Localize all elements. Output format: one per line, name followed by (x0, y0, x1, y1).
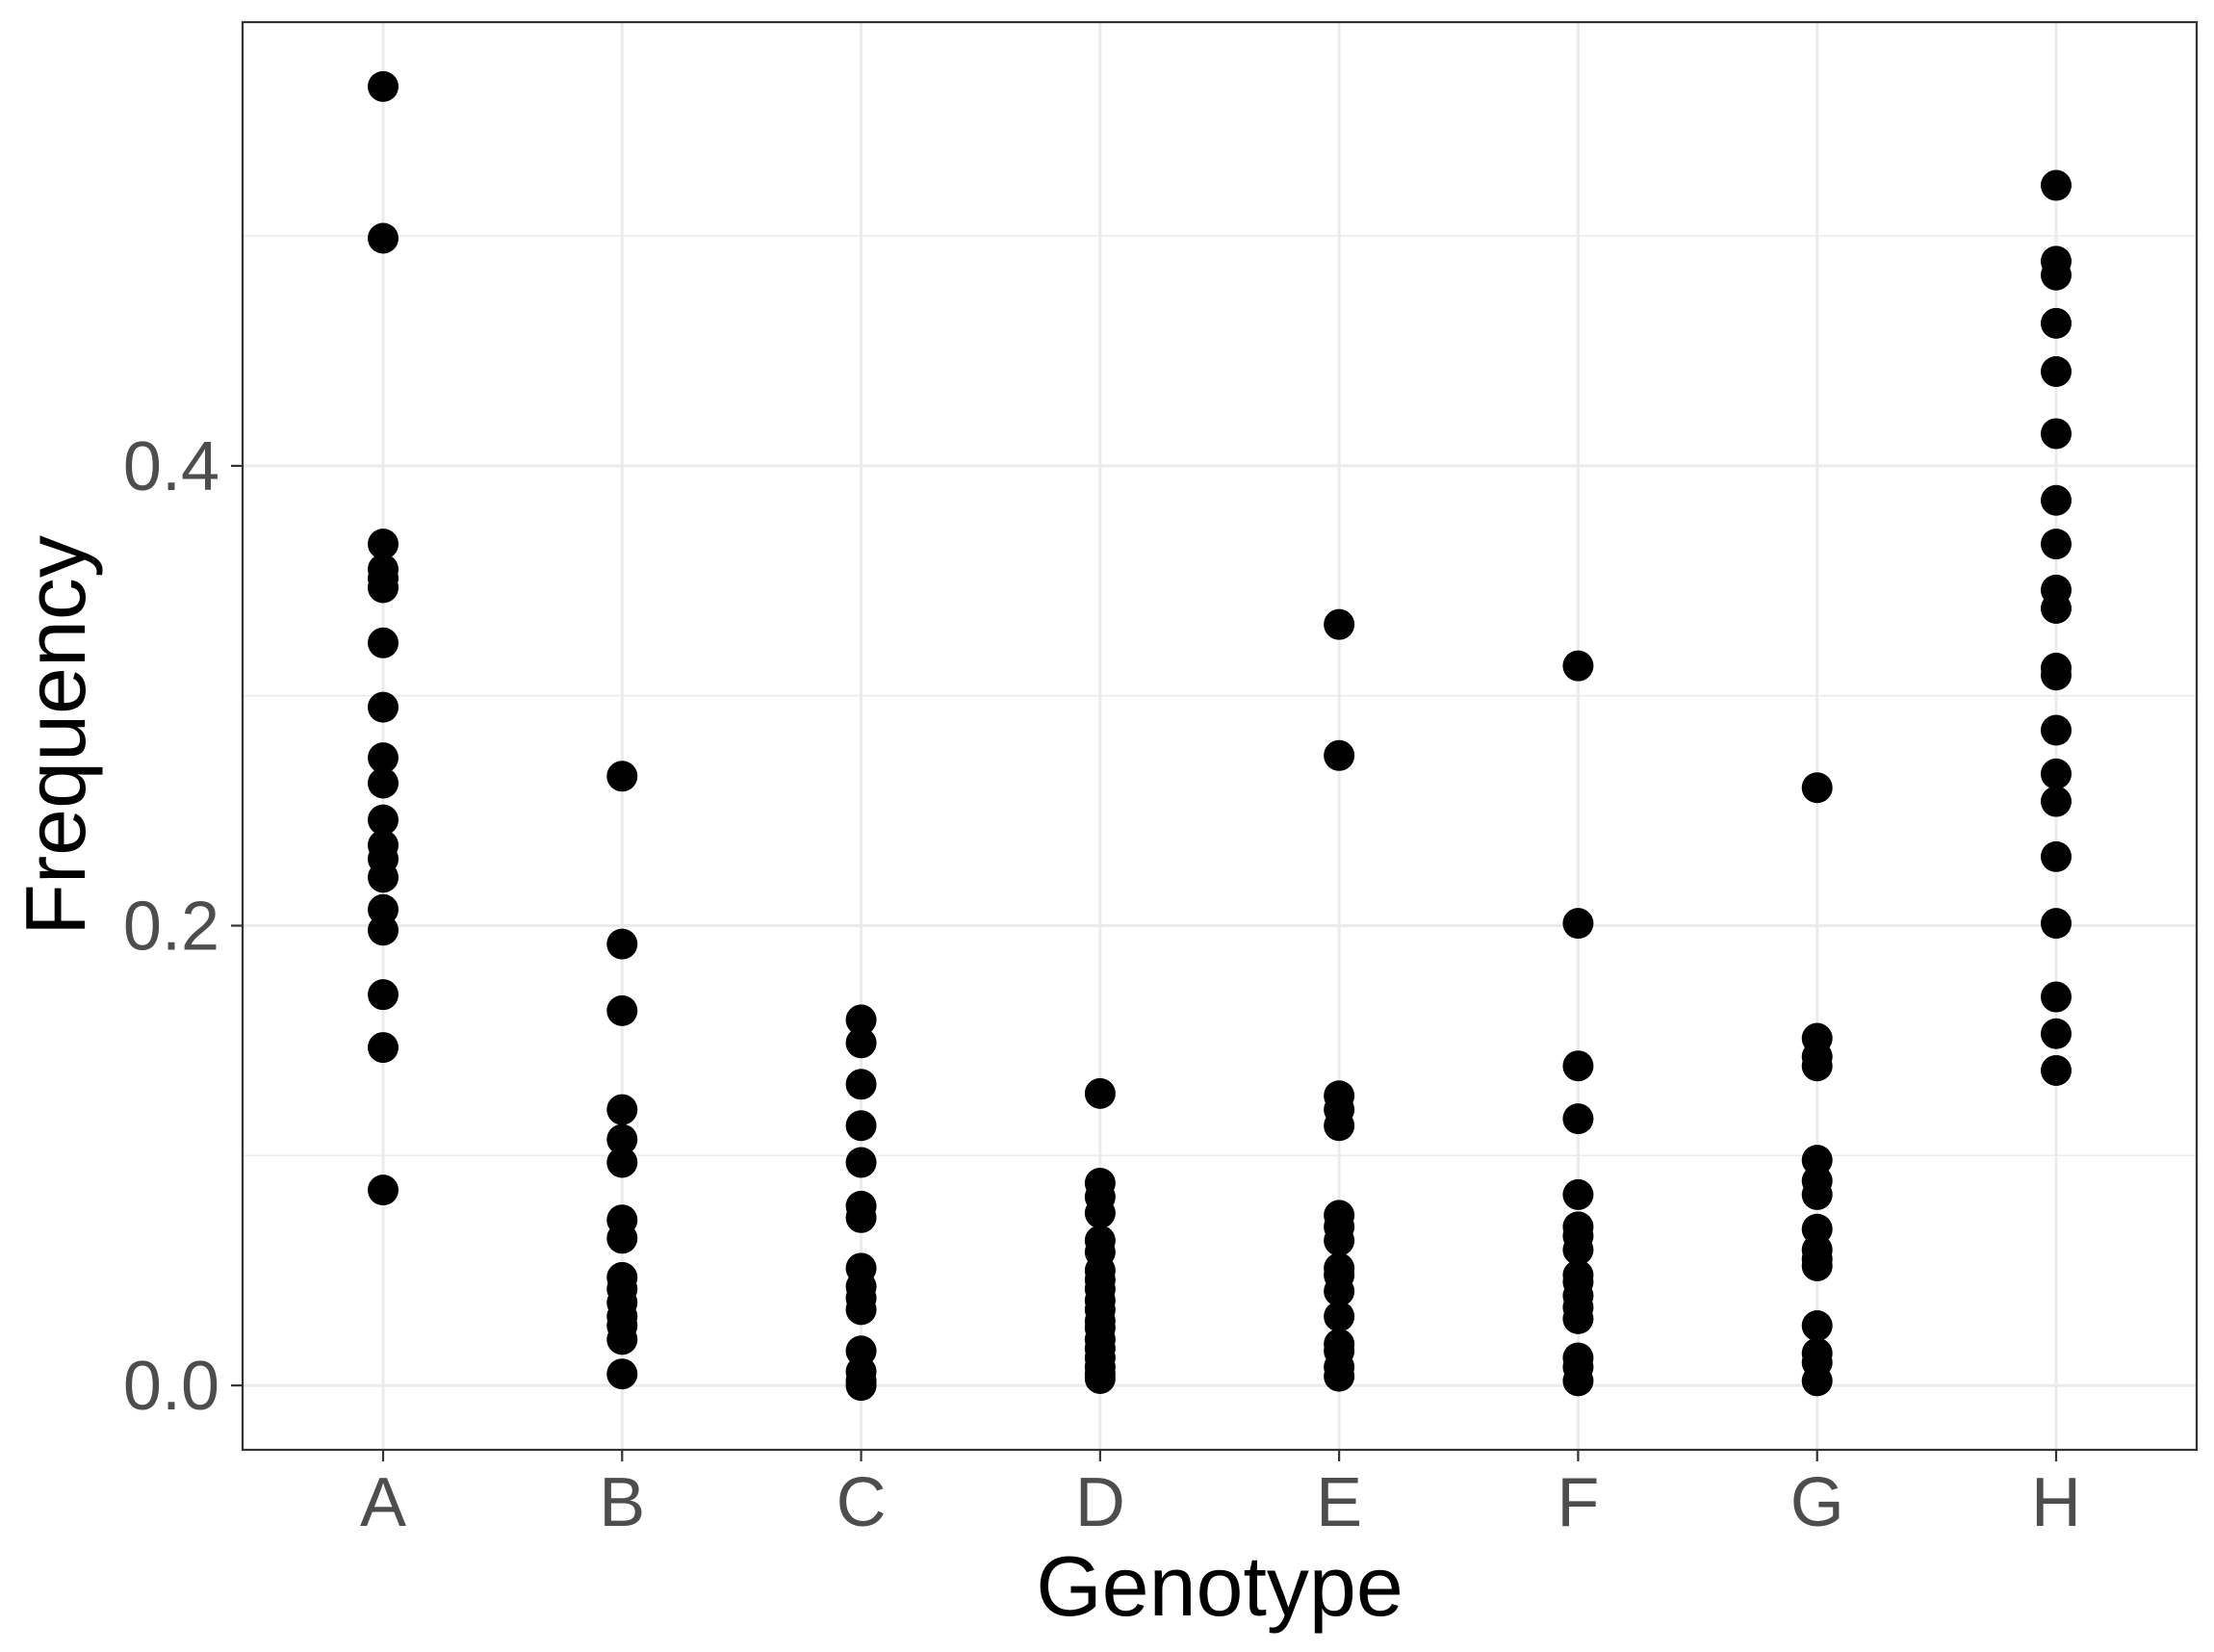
data-point-b (606, 1223, 638, 1254)
data-point-f (1562, 908, 1594, 940)
x-tick-label: G (1790, 1464, 1844, 1541)
data-point-c (845, 1069, 877, 1100)
data-point-b (606, 1358, 638, 1390)
data-point-c (845, 1294, 877, 1326)
y-tick-label: 0.4 (123, 428, 219, 505)
data-points (368, 70, 2072, 1402)
data-point-d (1084, 1077, 1116, 1109)
data-point-a (368, 804, 399, 836)
data-point-f (1562, 1178, 1594, 1210)
data-point-h (2041, 307, 2072, 339)
data-point-b (606, 994, 638, 1026)
data-point-e (1324, 1110, 1355, 1142)
data-point-h (2041, 714, 2072, 746)
data-point-a (368, 222, 399, 254)
data-point-g (1801, 1365, 1833, 1397)
data-point-g (1801, 772, 1833, 804)
data-point-e (1324, 608, 1355, 640)
data-point-b (606, 1324, 638, 1355)
data-point-h (2041, 758, 2072, 789)
data-point-h (2041, 418, 2072, 450)
data-point-f (1562, 1365, 1594, 1397)
data-point-e (1324, 739, 1355, 771)
data-point-d (1084, 1198, 1116, 1229)
x-tick-label: H (2031, 1464, 2081, 1541)
data-point-b (606, 928, 638, 960)
data-point-h (2041, 840, 2072, 872)
data-point-a (368, 862, 399, 893)
data-point-h (2041, 1018, 2072, 1049)
data-point-h (2041, 529, 2072, 560)
y-tick-label: 0.0 (123, 1348, 219, 1425)
data-point-h (2041, 259, 2072, 291)
y-axis-title: Frequency (8, 535, 103, 936)
data-point-a (368, 979, 399, 1011)
data-point-c (845, 1004, 877, 1036)
y-tick-label: 0.2 (123, 889, 219, 966)
data-point-h (2041, 592, 2072, 624)
data-point-h (2041, 908, 2072, 940)
data-point-a (368, 915, 399, 946)
data-point-f (1562, 650, 1594, 682)
data-point-c (845, 1370, 877, 1402)
x-tick-label: C (837, 1464, 887, 1541)
data-point-c (845, 1201, 877, 1233)
data-point-a (368, 70, 399, 102)
data-point-e (1324, 1301, 1355, 1332)
data-point-a (368, 767, 399, 799)
data-point-b (606, 1123, 638, 1155)
data-point-h (2041, 659, 2072, 691)
data-point-a (368, 1174, 399, 1206)
data-point-a (368, 691, 399, 723)
data-point-g (1801, 1310, 1833, 1342)
data-point-c (845, 1147, 877, 1178)
x-tick-label: A (360, 1464, 406, 1541)
plot-panel-border (241, 20, 2199, 1452)
data-point-b (606, 761, 638, 792)
data-point-h (2041, 355, 2072, 387)
data-point-h (2041, 169, 2072, 201)
data-point-f (1562, 1234, 1594, 1266)
data-point-a (368, 1032, 399, 1064)
data-point-d (1084, 1362, 1116, 1394)
x-tick-label: B (599, 1464, 645, 1541)
data-point-a (368, 742, 399, 774)
data-point-f (1562, 1103, 1594, 1135)
data-point-f (1562, 1050, 1594, 1082)
data-point-e (1324, 1276, 1355, 1307)
data-point-b (606, 1147, 638, 1178)
data-point-g (1801, 1178, 1833, 1210)
data-point-e (1324, 1360, 1355, 1392)
data-point-e (1324, 1225, 1355, 1256)
data-point-h (2041, 786, 2072, 817)
data-point-c (845, 1027, 877, 1059)
data-point-g (1801, 1250, 1833, 1281)
data-point-c (845, 1110, 877, 1142)
data-point-g (1801, 1050, 1833, 1082)
data-point-f (1562, 1303, 1594, 1334)
data-point-h (2041, 1054, 2072, 1086)
x-tick-label: E (1316, 1464, 1362, 1541)
x-tick-label: F (1557, 1464, 1599, 1541)
y-axis: 0.0 0.2 0.4 (123, 428, 243, 1425)
x-tick-label: D (1075, 1464, 1125, 1541)
x-axis: A B C D E F G H (360, 1450, 2081, 1541)
data-point-a (368, 627, 399, 658)
x-axis-title: Genotype (1036, 1538, 1403, 1634)
data-point-h (2041, 981, 2072, 1013)
data-point-a (368, 572, 399, 604)
data-point-b (606, 1094, 638, 1125)
data-point-h (2041, 484, 2072, 516)
data-point-a (368, 529, 399, 560)
